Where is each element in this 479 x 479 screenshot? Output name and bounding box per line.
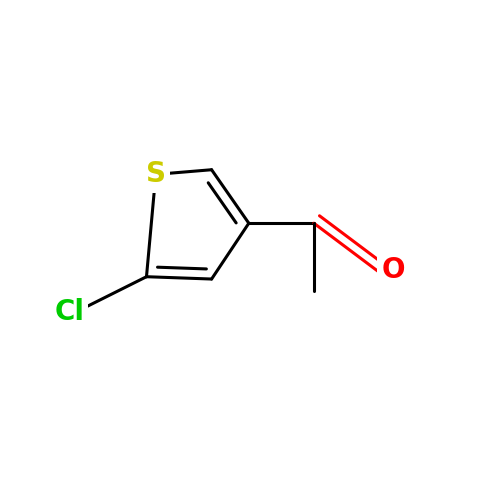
Text: S: S <box>146 160 166 188</box>
Text: O: O <box>381 256 405 284</box>
Text: Cl: Cl <box>55 297 85 326</box>
